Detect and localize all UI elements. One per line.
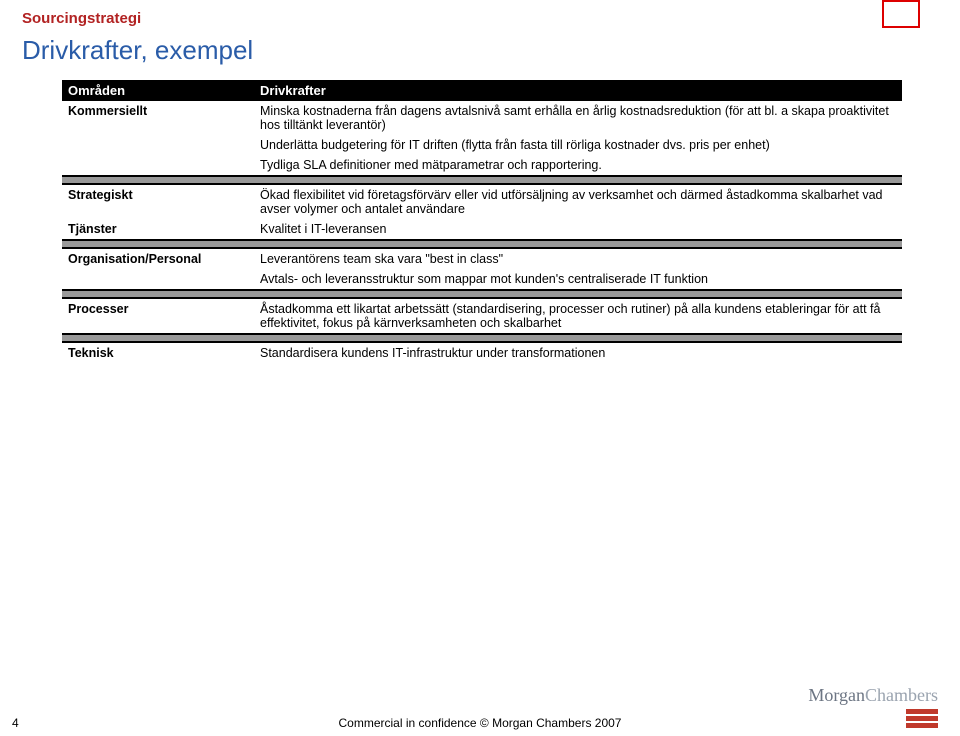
category-cell: Teknisk bbox=[62, 342, 254, 363]
driver-cell: Ökad flexibilitet vid företagsförvärv el… bbox=[254, 184, 902, 219]
table-row: Underlätta budgetering för IT driften (f… bbox=[62, 135, 902, 155]
separator-row bbox=[62, 176, 902, 184]
logo-bars-icon bbox=[906, 709, 938, 728]
header-col2: Drivkrafter bbox=[254, 80, 902, 101]
logo-part1: Morgan bbox=[808, 685, 865, 705]
driver-cell: Kvalitet i IT-leveransen bbox=[254, 219, 902, 240]
page-title: Drivkrafter, exempel bbox=[22, 35, 938, 66]
footer-text: Commercial in confidence © Morgan Chambe… bbox=[0, 716, 960, 730]
driver-cell: Avtals- och leveransstruktur som mappar … bbox=[254, 269, 902, 290]
separator-row bbox=[62, 240, 902, 248]
table-row: Teknisk Standardisera kundens IT-infrast… bbox=[62, 342, 902, 363]
driver-cell: Underlätta budgetering för IT driften (f… bbox=[254, 135, 902, 155]
table-row: Organisation/Personal Leverantörens team… bbox=[62, 248, 902, 269]
driver-cell: Leverantörens team ska vara "best in cla… bbox=[254, 248, 902, 269]
driver-cell: Tydliga SLA definitioner med mätparametr… bbox=[254, 155, 902, 176]
table-row: Processer Åstadkomma ett likartat arbets… bbox=[62, 298, 902, 334]
category-cell bbox=[62, 135, 254, 155]
logo: MorganChambers bbox=[808, 685, 938, 706]
category-cell: Processer bbox=[62, 298, 254, 334]
table-row: Tjänster Kvalitet i IT-leveransen bbox=[62, 219, 902, 240]
header-col1: Områden bbox=[62, 80, 254, 101]
category-cell: Organisation/Personal bbox=[62, 248, 254, 269]
table-row: Avtals- och leveransstruktur som mappar … bbox=[62, 269, 902, 290]
driver-cell: Åstadkomma ett likartat arbetssätt (stan… bbox=[254, 298, 902, 334]
annotation-box bbox=[882, 0, 920, 28]
table-row: Tydliga SLA definitioner med mätparametr… bbox=[62, 155, 902, 176]
drivers-table: Områden Drivkrafter Kommersiellt Minska … bbox=[62, 80, 902, 363]
separator-row bbox=[62, 334, 902, 342]
driver-cell: Standardisera kundens IT-infrastruktur u… bbox=[254, 342, 902, 363]
table-row: Kommersiellt Minska kostnaderna från dag… bbox=[62, 101, 902, 135]
logo-part2: Chambers bbox=[865, 685, 938, 705]
driver-cell: Minska kostnaderna från dagens avtalsniv… bbox=[254, 101, 902, 135]
table-row: Strategiskt Ökad flexibilitet vid företa… bbox=[62, 184, 902, 219]
separator-row bbox=[62, 290, 902, 298]
category-cell: Tjänster bbox=[62, 219, 254, 240]
category-cell: Strategiskt bbox=[62, 184, 254, 219]
category-cell bbox=[62, 269, 254, 290]
category-cell bbox=[62, 155, 254, 176]
category-cell: Kommersiellt bbox=[62, 101, 254, 135]
pretitle: Sourcingstrategi bbox=[22, 10, 938, 27]
